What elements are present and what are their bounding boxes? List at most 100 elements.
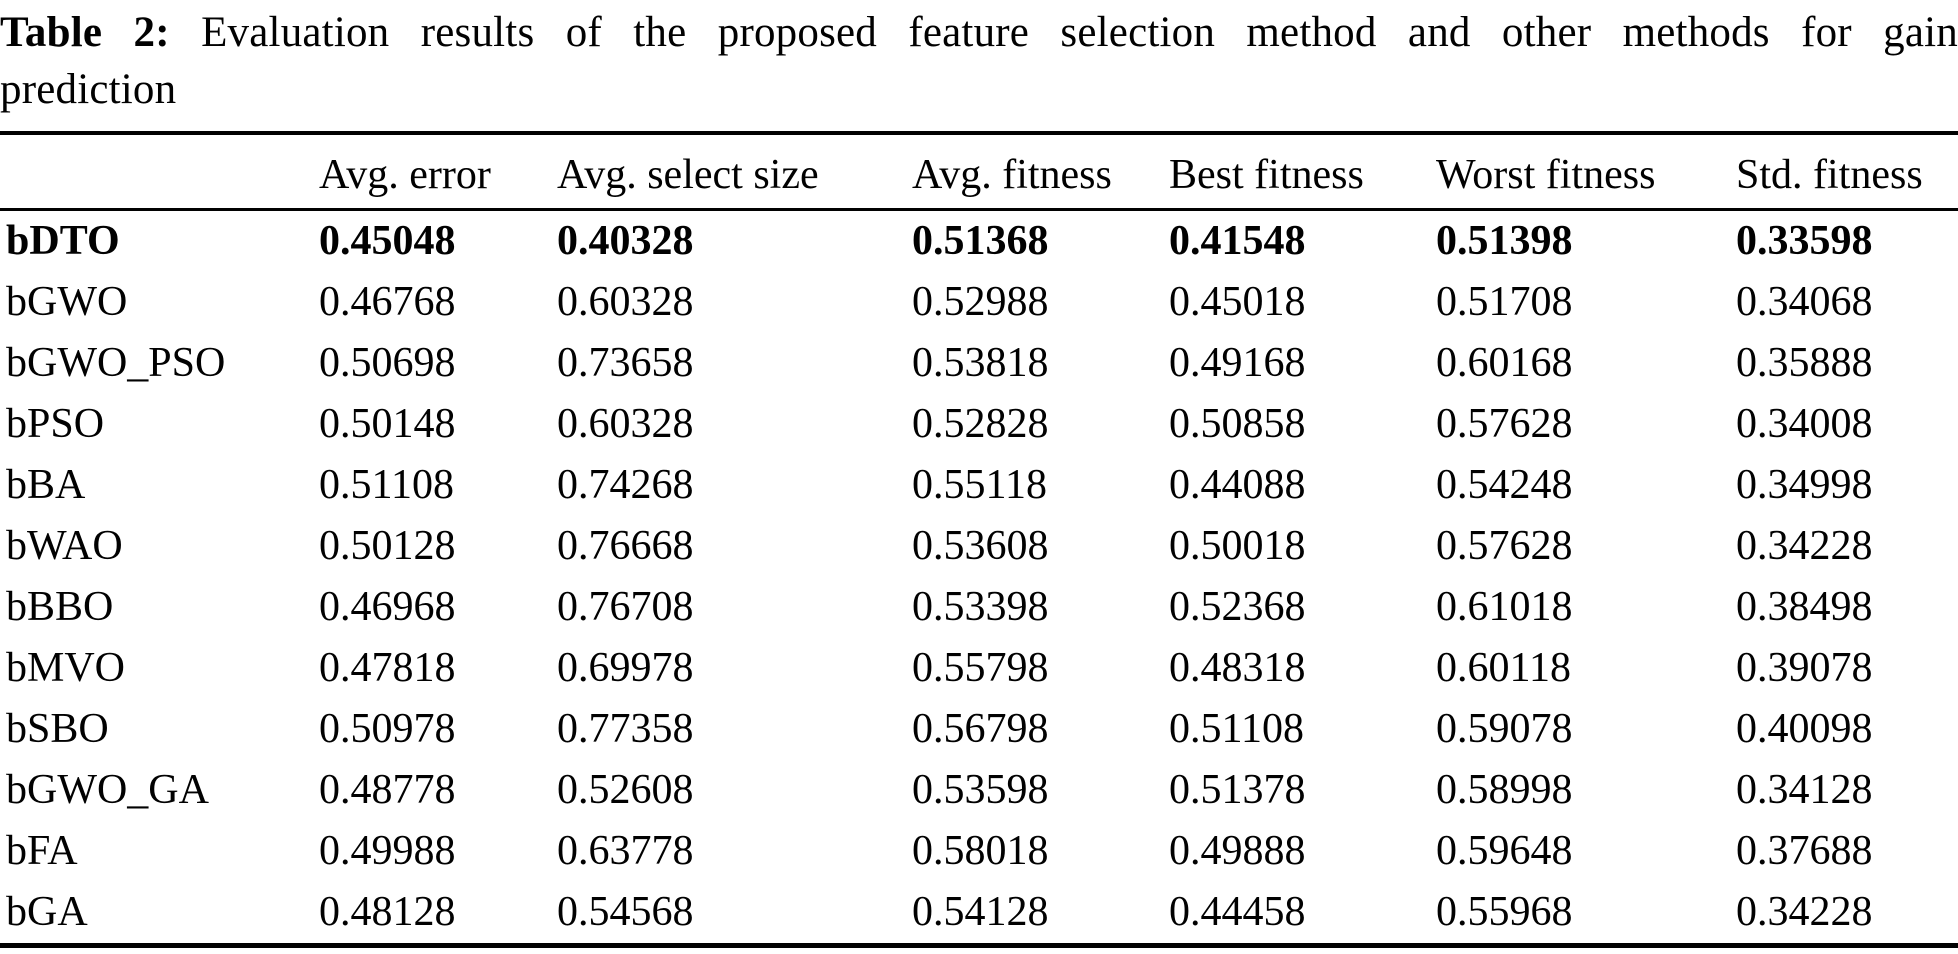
value-cell-avg_error: 0.50978 [319,706,456,752]
value-cell-avg_fitness: 0.53608 [912,523,1049,569]
value-cell-best_fitness: 0.44458 [1169,889,1306,935]
value-cell-worst_fitness: 0.51398 [1436,218,1573,264]
value-cell-avg_select_size: 0.76668 [557,523,694,569]
value-cell-std_fitness: 0.40098 [1736,706,1873,752]
method-name: bPSO [6,401,105,447]
method-name: bGA [6,889,88,935]
value-cell-std_fitness: 0.39078 [1736,645,1873,691]
value-cell-avg_error: 0.50128 [319,523,456,569]
value-cell-std_fitness: 0.34128 [1736,767,1873,813]
table-header-row: Avg. error Avg. select size Avg. fitness Be… [0,133,1958,210]
table-row: bGWO 0.46768 0.60328 0.52988 0.45018 0.51708 0… [0,272,1958,333]
value-cell-best_fitness: 0.51378 [1169,767,1306,813]
caption-text: Evaluation results of the proposed featu… [201,9,1958,56]
value-cell-avg_fitness: 0.53818 [912,340,1049,386]
column-header-std_fitness: Std. fitness [1736,152,1923,198]
value-cell-avg_select_size: 0.76708 [557,584,694,630]
table-row: bSBO 0.50978 0.77358 0.56798 0.51108 0.59078 0… [0,699,1958,760]
value-cell-avg_select_size: 0.73658 [557,340,694,386]
value-cell-avg_fitness: 0.54128 [912,889,1049,935]
value-cell-avg_error: 0.48128 [319,889,456,935]
value-cell-avg_select_size: 0.60328 [557,401,694,447]
value-cell-worst_fitness: 0.58998 [1436,767,1573,813]
method-name: bGWO_PSO [6,340,226,386]
method-name: bFA [6,828,78,874]
value-cell-worst_fitness: 0.61018 [1436,584,1573,630]
method-name: bDTO [6,218,120,264]
value-cell-avg_fitness: 0.51368 [912,218,1049,264]
value-cell-std_fitness: 0.38498 [1736,584,1873,630]
value-cell-best_fitness: 0.44088 [1169,462,1306,508]
value-cell-worst_fitness: 0.57628 [1436,401,1573,447]
value-cell-avg_select_size: 0.69978 [557,645,694,691]
value-cell-best_fitness: 0.41548 [1169,218,1306,264]
value-cell-avg_select_size: 0.63778 [557,828,694,874]
value-cell-best_fitness: 0.50858 [1169,401,1306,447]
value-cell-avg_error: 0.47818 [319,645,456,691]
value-cell-best_fitness: 0.49168 [1169,340,1306,386]
value-cell-std_fitness: 0.33598 [1736,218,1873,264]
table-row: bGA 0.48128 0.54568 0.54128 0.44458 0.55968 0.… [0,882,1958,946]
table-row: bDTO 0.45048 0.40328 0.51368 0.41548 0.51398 0… [0,210,1958,273]
value-cell-best_fitness: 0.48318 [1169,645,1306,691]
table-row: bGWO_PSO 0.50698 0.73658 0.53818 0.49168 0.60… [0,333,1958,394]
method-name: bBA [6,462,86,508]
value-cell-avg_select_size: 0.60328 [557,279,694,325]
value-cell-avg_error: 0.46968 [319,584,456,630]
value-cell-avg_error: 0.50698 [319,340,456,386]
table-row: bBBO 0.46968 0.76708 0.53398 0.52368 0.61018 0… [0,577,1958,638]
value-cell-worst_fitness: 0.59078 [1436,706,1573,752]
value-cell-avg_select_size: 0.40328 [557,218,694,264]
value-cell-avg_error: 0.46768 [319,279,456,325]
value-cell-std_fitness: 0.34008 [1736,401,1873,447]
value-cell-best_fitness: 0.52368 [1169,584,1306,630]
table-row: bWAO 0.50128 0.76668 0.53608 0.50018 0.57628 0… [0,516,1958,577]
method-name: bGWO_GA [6,767,209,813]
value-cell-avg_error: 0.51108 [319,462,454,508]
table-body: bDTO 0.45048 0.40328 0.51368 0.41548 0.51398 0… [0,210,1958,946]
value-cell-avg_error: 0.50148 [319,401,456,447]
value-cell-avg_select_size: 0.52608 [557,767,694,813]
method-name: bSBO [6,706,109,752]
column-header-avg_select_size: Avg. select size [557,152,819,198]
value-cell-avg_select_size: 0.77358 [557,706,694,752]
table-row: bGWO_GA 0.48778 0.52608 0.53598 0.51378 0.589… [0,760,1958,821]
value-cell-worst_fitness: 0.57628 [1436,523,1573,569]
value-cell-avg_select_size: 0.74268 [557,462,694,508]
value-cell-worst_fitness: 0.55968 [1436,889,1573,935]
caption-line-1: Table 2: Evaluation results of the propo… [0,4,1958,61]
column-header-best_fitness: Best fitness [1169,152,1364,198]
value-cell-worst_fitness: 0.59648 [1436,828,1573,874]
value-cell-avg_fitness: 0.55118 [912,462,1047,508]
value-cell-std_fitness: 0.34228 [1736,889,1873,935]
column-header-worst_fitness: Worst fitness [1436,152,1656,198]
value-cell-avg_select_size: 0.54568 [557,889,694,935]
column-header-method [0,133,319,210]
value-cell-avg_fitness: 0.56798 [912,706,1049,752]
table-row: bMVO 0.47818 0.69978 0.55798 0.48318 0.60118 0… [0,638,1958,699]
value-cell-avg_fitness: 0.52828 [912,401,1049,447]
value-cell-avg_fitness: 0.58018 [912,828,1049,874]
value-cell-std_fitness: 0.35888 [1736,340,1873,386]
value-cell-std_fitness: 0.34228 [1736,523,1873,569]
table-caption: Table 2: Evaluation results of the propo… [0,4,1958,118]
value-cell-avg_fitness: 0.52988 [912,279,1049,325]
table-row: bBA 0.51108 0.74268 0.55118 0.44088 0.54248 0.… [0,455,1958,516]
value-cell-std_fitness: 0.34998 [1736,462,1873,508]
method-name: bBBO [6,584,114,630]
table-row: bFA 0.49988 0.63778 0.58018 0.49888 0.59648 0.… [0,821,1958,882]
value-cell-worst_fitness: 0.51708 [1436,279,1573,325]
column-header-avg_fitness: Avg. fitness [912,152,1112,198]
value-cell-worst_fitness: 0.60168 [1436,340,1573,386]
value-cell-avg_error: 0.45048 [319,218,456,264]
value-cell-best_fitness: 0.51108 [1169,706,1304,752]
value-cell-std_fitness: 0.37688 [1736,828,1873,874]
value-cell-best_fitness: 0.45018 [1169,279,1306,325]
caption-label: Table 2: [0,9,170,56]
value-cell-avg_fitness: 0.53398 [912,584,1049,630]
value-cell-worst_fitness: 0.54248 [1436,462,1573,508]
value-cell-avg_fitness: 0.55798 [912,645,1049,691]
value-cell-worst_fitness: 0.60118 [1436,645,1571,691]
table-row: bPSO 0.50148 0.60328 0.52828 0.50858 0.57628 0… [0,394,1958,455]
